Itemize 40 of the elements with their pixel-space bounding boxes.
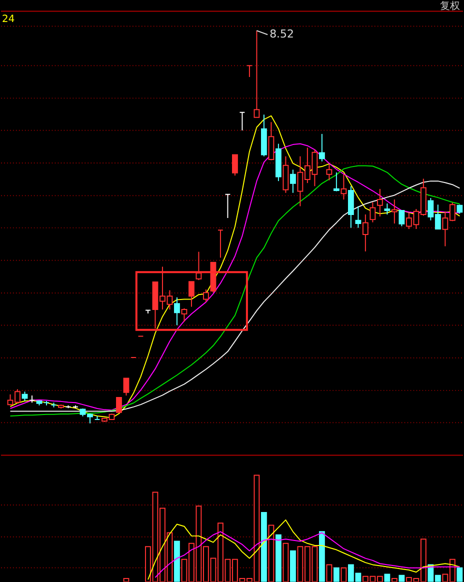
candlestick	[239, 112, 246, 131]
candlestick	[246, 65, 252, 78]
candlestick	[326, 164, 332, 181]
bar	[333, 567, 340, 582]
bar	[398, 574, 405, 582]
candlestick	[348, 186, 354, 228]
candlestick	[456, 204, 463, 214]
candlestick	[384, 202, 390, 215]
candlestick	[391, 199, 398, 224]
bar	[261, 512, 267, 582]
bar	[318, 531, 325, 582]
candlestick	[254, 30, 260, 118]
bar	[384, 574, 390, 582]
candlestick	[116, 397, 122, 414]
candlestick	[224, 194, 231, 218]
candlestick	[362, 214, 368, 252]
annotation: 8.52	[270, 28, 294, 41]
bar	[275, 534, 282, 582]
candlestick	[355, 206, 362, 228]
candlestick	[218, 230, 224, 258]
candlestick	[22, 391, 28, 402]
candlestick	[232, 154, 238, 176]
bar	[456, 567, 463, 582]
candlestick	[123, 378, 130, 396]
candlestick	[188, 281, 194, 308]
candlestick	[333, 172, 340, 192]
candlestick	[370, 202, 376, 223]
bar	[290, 550, 296, 582]
text: 复权	[440, 0, 460, 12]
candlestick	[376, 188, 383, 217]
candlestick	[340, 174, 347, 200]
bar	[174, 540, 180, 582]
candlestick	[181, 308, 188, 322]
candlestick	[203, 288, 209, 303]
text: 24	[2, 14, 15, 26]
candlestick	[398, 210, 405, 227]
candlestick	[268, 122, 274, 161]
candlestick	[318, 133, 325, 162]
candlestick	[290, 169, 296, 194]
candlestick	[174, 296, 180, 326]
